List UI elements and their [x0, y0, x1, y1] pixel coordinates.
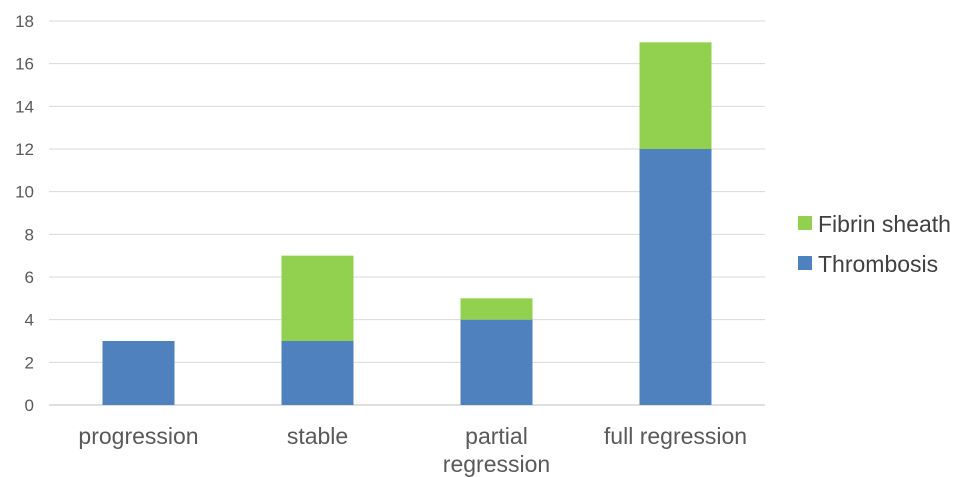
legend-swatch-fibrin-sheath: [798, 216, 812, 230]
bar-fibrin-sheath: [639, 42, 712, 150]
bar-thrombosis: [102, 341, 175, 405]
x-category-label: partial regression: [443, 423, 550, 477]
y-tick-label: 4: [25, 311, 34, 330]
bar-fibrin-sheath: [281, 255, 354, 341]
y-tick-label: 14: [15, 97, 34, 116]
x-category-label: stable: [287, 423, 348, 449]
y-tick-label: 18: [15, 12, 34, 31]
y-tick-label: 0: [25, 396, 34, 415]
y-tick-label: 2: [25, 353, 34, 372]
y-tick-label: 10: [15, 183, 34, 202]
legend-swatch-thrombosis: [798, 256, 812, 270]
bars: [102, 42, 712, 405]
y-tick-label: 16: [15, 55, 34, 74]
x-category-label: progression: [78, 423, 198, 449]
x-category-label: full regression: [604, 423, 747, 449]
y-tick-label: 6: [25, 268, 34, 287]
legend-label: Fibrin sheath: [818, 211, 951, 237]
bar-fibrin-sheath: [460, 298, 533, 320]
bar-thrombosis: [639, 149, 712, 405]
y-axis-ticks: 0 2 4 6 8 10 12 14 16 18: [15, 12, 34, 415]
x-axis-categories: progression stable partial regression full r…: [78, 423, 747, 477]
bar-thrombosis: [281, 341, 354, 405]
y-tick-label: 12: [15, 140, 34, 159]
legend-label: Thrombosis: [818, 251, 938, 277]
y-tick-label: 8: [25, 225, 34, 244]
bar-thrombosis: [460, 319, 533, 405]
legend: Fibrin sheath Thrombosis: [798, 211, 951, 277]
